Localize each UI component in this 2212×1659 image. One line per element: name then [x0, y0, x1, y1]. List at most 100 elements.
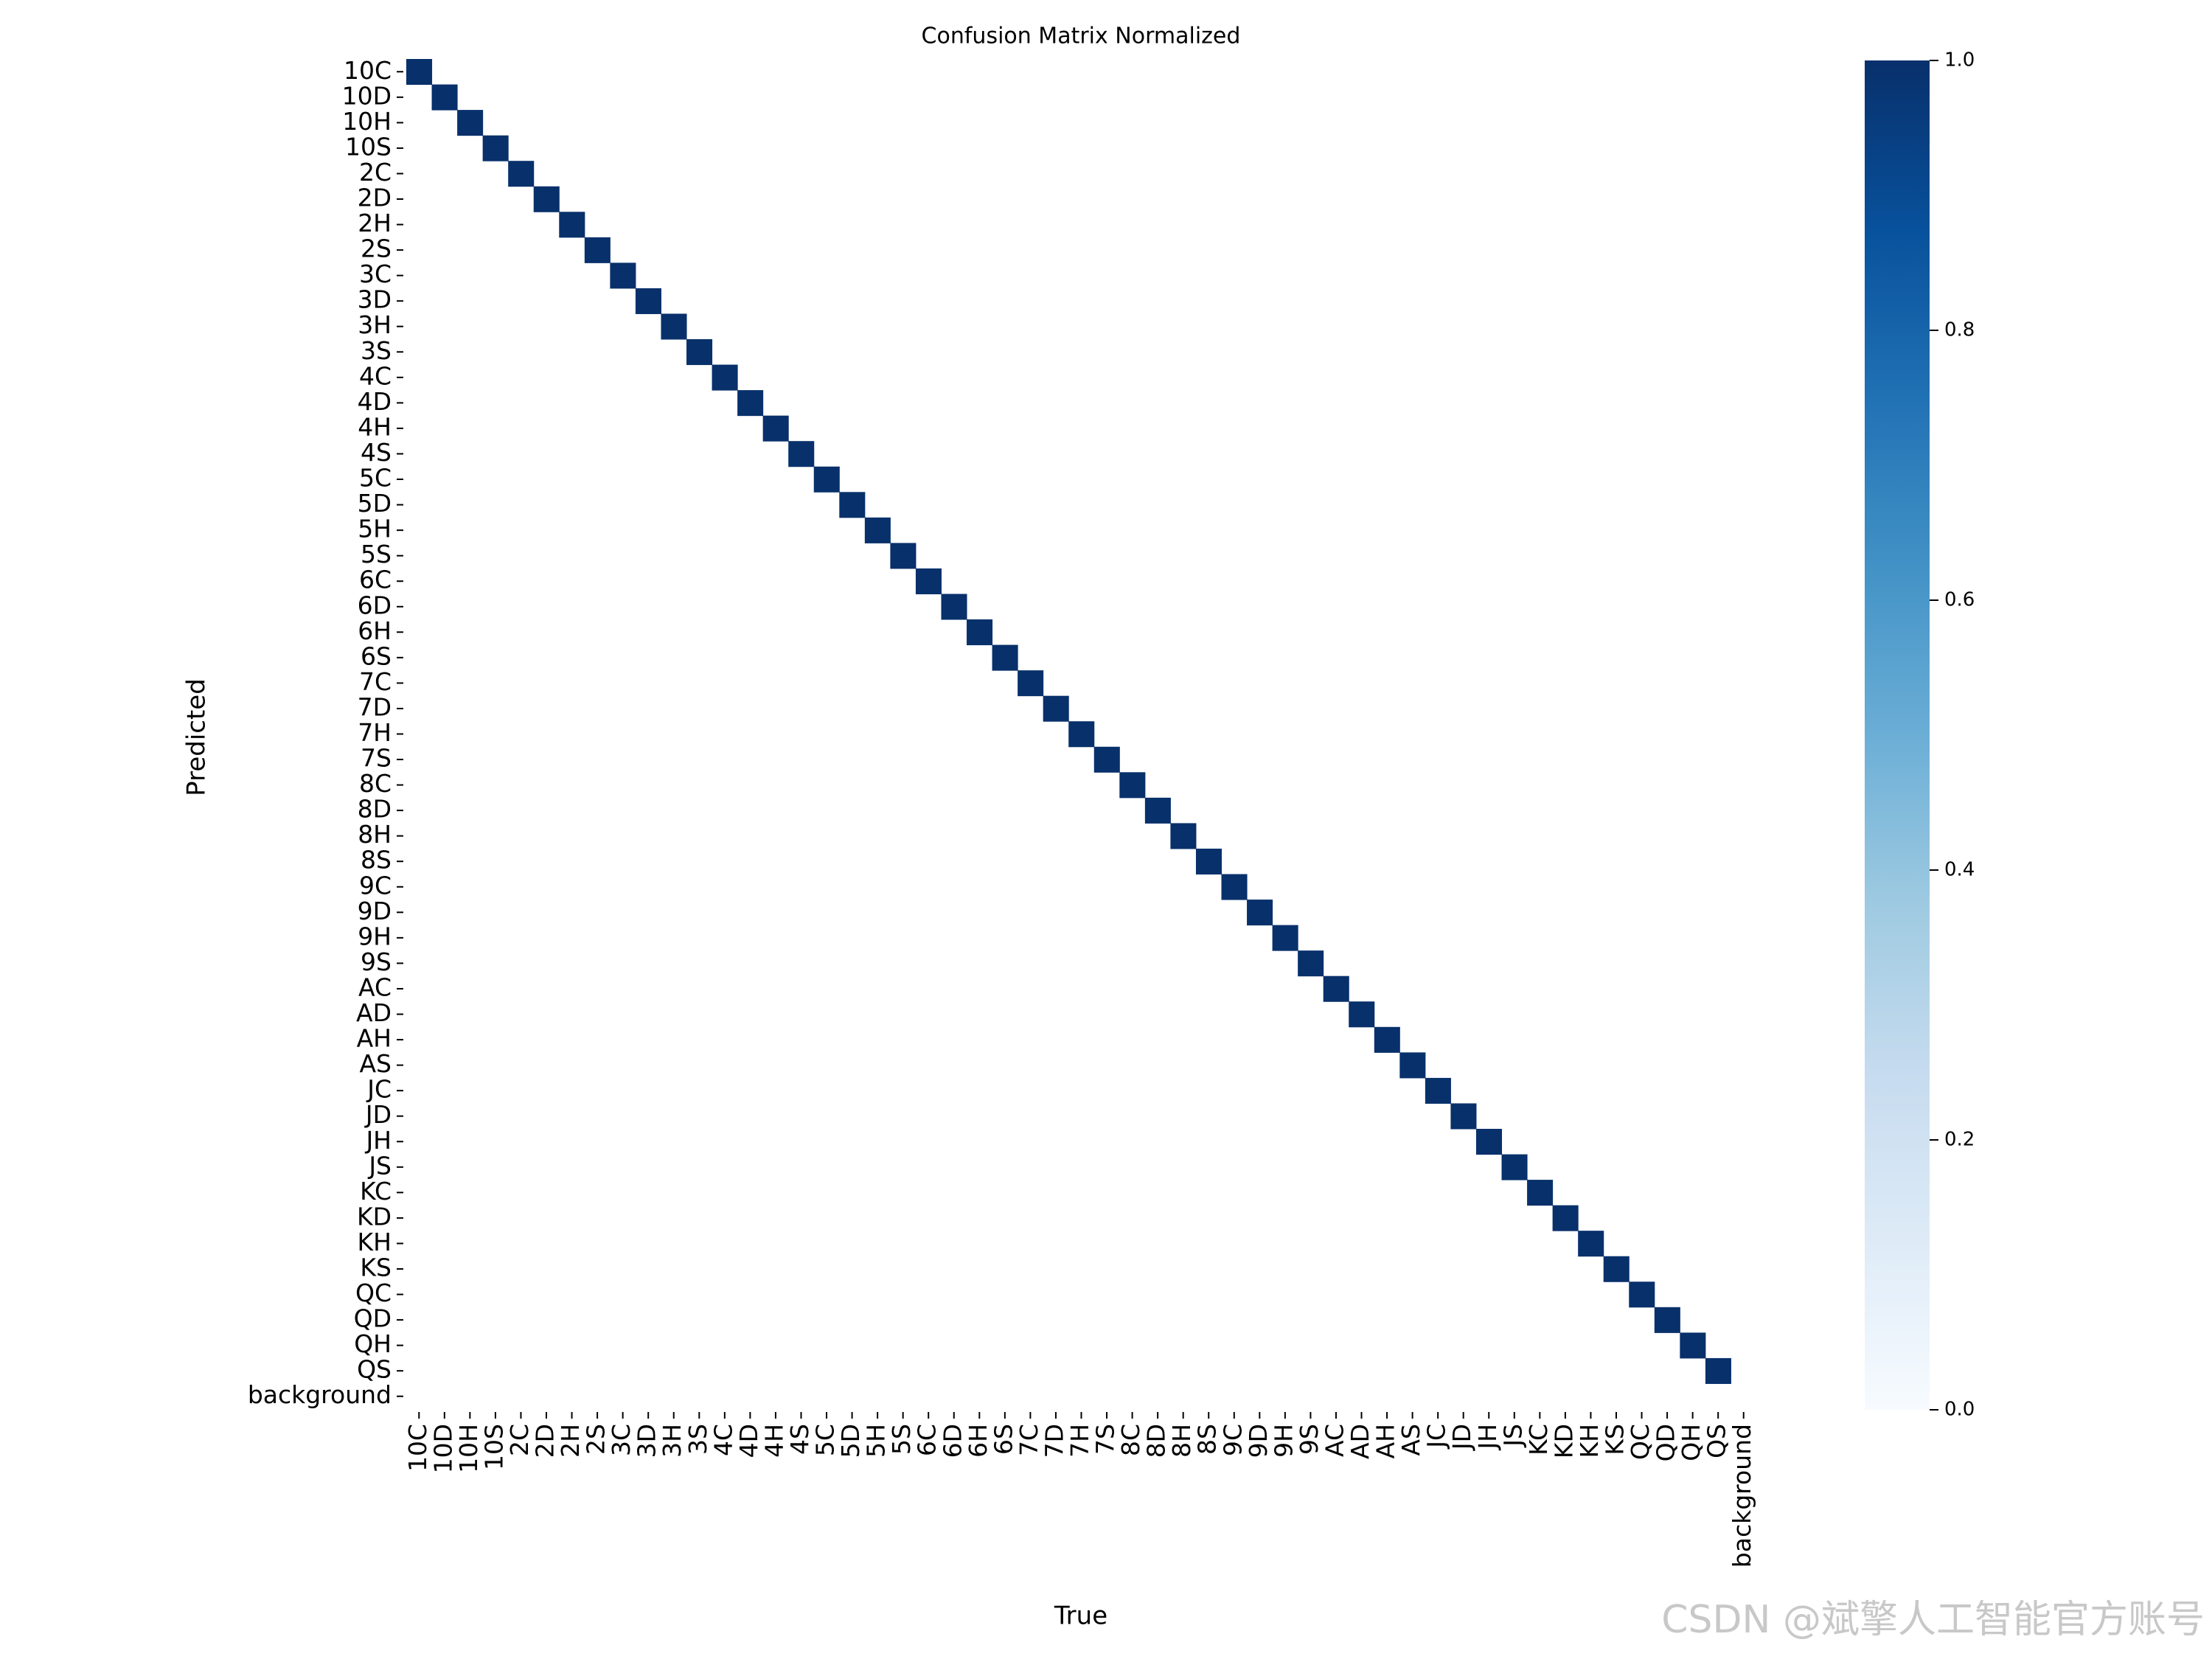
y-tick-label: AD	[356, 998, 392, 1027]
heatmap-cell	[1018, 670, 1044, 697]
colorbar-tick-label: 0.8	[1944, 319, 1975, 341]
x-tick-label: background	[1728, 1424, 1756, 1568]
x-tick-label: 4D	[734, 1424, 763, 1458]
y-tick-label: KC	[360, 1177, 392, 1206]
y-tick-label: 8S	[361, 846, 392, 874]
heatmap-cell	[584, 237, 611, 263]
heatmap-cell	[1654, 1307, 1680, 1333]
x-tick-label: 4S	[785, 1424, 814, 1455]
heatmap-cell	[1399, 1052, 1426, 1079]
heatmap-cell	[1349, 1001, 1375, 1028]
x-tick-label: 8C	[1116, 1424, 1145, 1456]
y-tick-label: 7D	[358, 692, 392, 721]
x-tick-label: JS	[1498, 1424, 1527, 1448]
heatmap-cell	[1170, 823, 1197, 849]
y-tick-label: 10S	[345, 132, 392, 161]
colorbar	[1865, 60, 1930, 1410]
x-tick-label: 3C	[607, 1424, 636, 1456]
x-tick-label: 2H	[556, 1424, 585, 1458]
heatmap-cell	[839, 492, 866, 518]
x-tick-label: 6D	[938, 1424, 967, 1458]
y-tick-label: 5H	[358, 515, 392, 543]
heatmap-cell	[1603, 1256, 1630, 1282]
heatmap-cell	[813, 466, 840, 493]
y-tick-label: KH	[358, 1228, 392, 1256]
heatmap-cell	[1527, 1180, 1554, 1206]
x-tick-label: QS	[1703, 1424, 1731, 1458]
x-tick-label: 5S	[887, 1424, 916, 1455]
heatmap-cell	[482, 135, 509, 161]
y-tick-label: QC	[355, 1279, 392, 1307]
y-tick-label: 2H	[358, 209, 392, 237]
y-tick-label: background	[248, 1380, 392, 1409]
heatmap-cell	[941, 594, 967, 620]
heatmap-cell	[661, 313, 687, 340]
colorbar-tick-label: 0.6	[1944, 589, 1975, 611]
x-tick-label: 6H	[964, 1424, 992, 1458]
x-tick-label: JC	[1422, 1424, 1451, 1450]
x-tick-label: 10S	[479, 1424, 508, 1470]
y-tick-label: 7S	[361, 744, 392, 773]
x-tick-label: 10D	[428, 1424, 457, 1473]
x-tick-label: QC	[1626, 1424, 1655, 1460]
y-tick-label: 9S	[361, 947, 392, 976]
y-axis-label: Predicted	[182, 678, 212, 796]
heatmap-cell	[788, 441, 815, 467]
y-tick-label: 2D	[358, 184, 392, 212]
y-tick-label: AH	[357, 1024, 392, 1053]
y-tick-label: JH	[364, 1126, 392, 1155]
x-tick-label: QD	[1652, 1424, 1680, 1461]
x-tick-label: 8H	[1167, 1424, 1196, 1458]
heatmap-cell	[1425, 1077, 1451, 1104]
x-tick-label: 3H	[658, 1424, 686, 1458]
heatmap-cell	[508, 161, 535, 187]
y-tick-label: 6S	[361, 641, 392, 670]
x-tick-label: 3D	[633, 1424, 661, 1458]
x-tick-label: AH	[1371, 1424, 1400, 1458]
x-tick-label: KS	[1600, 1424, 1629, 1455]
heatmap-cell	[1578, 1231, 1604, 1257]
y-tick-label: 7H	[358, 718, 392, 747]
heatmap-cell	[1119, 772, 1146, 799]
y-tick-label: 5C	[359, 464, 392, 493]
x-tick-label: 9S	[1295, 1424, 1324, 1455]
x-tick-label: 6C	[913, 1424, 942, 1456]
y-tick-label: 5D	[358, 489, 392, 518]
heatmap-cell	[559, 212, 585, 238]
x-tick-label: 5C	[811, 1424, 840, 1456]
heatmap-cell	[1450, 1103, 1477, 1130]
heatmap-cell	[635, 288, 661, 314]
x-tick-label: JD	[1447, 1424, 1476, 1451]
heatmap-cell	[890, 543, 917, 569]
x-tick-label: 9D	[1244, 1424, 1273, 1458]
colorbar-tick-label: 0.2	[1944, 1129, 1975, 1151]
heatmap-cell	[1221, 874, 1248, 900]
heatmap-cell	[1374, 1026, 1400, 1053]
y-tick-label: 3C	[359, 260, 392, 288]
heatmap-cell	[1195, 848, 1222, 875]
x-tick-label: QH	[1677, 1424, 1705, 1461]
y-tick-label: 8D	[358, 795, 392, 824]
y-tick-label: 9D	[358, 897, 392, 925]
heatmap-cell	[610, 262, 636, 289]
x-axis-label: True	[1054, 1601, 1107, 1631]
y-tick-label: 6C	[359, 566, 392, 594]
y-tick-label: 8C	[359, 769, 392, 798]
x-tick-label: 9C	[1218, 1424, 1247, 1456]
x-tick-label: AC	[1320, 1424, 1349, 1457]
heatmap-cell	[712, 364, 738, 391]
heatmap-cell	[1323, 975, 1349, 1002]
x-tick-label: 7S	[1091, 1424, 1120, 1455]
x-tick-label: KD	[1549, 1424, 1578, 1458]
x-tick-label: 7D	[1040, 1424, 1068, 1458]
x-tick-label: 8D	[1142, 1424, 1171, 1458]
x-tick-label: JH	[1473, 1424, 1502, 1451]
chart-title: Confusion Matrix Normalized	[922, 24, 1241, 49]
y-tick-label: KS	[360, 1253, 392, 1281]
y-tick-label: 10D	[342, 81, 392, 110]
colorbar-tick-label: 1.0	[1944, 49, 1975, 72]
y-tick-label: 3H	[358, 310, 392, 339]
y-tick-label: QD	[354, 1304, 392, 1333]
heatmap-cell	[1247, 900, 1273, 926]
